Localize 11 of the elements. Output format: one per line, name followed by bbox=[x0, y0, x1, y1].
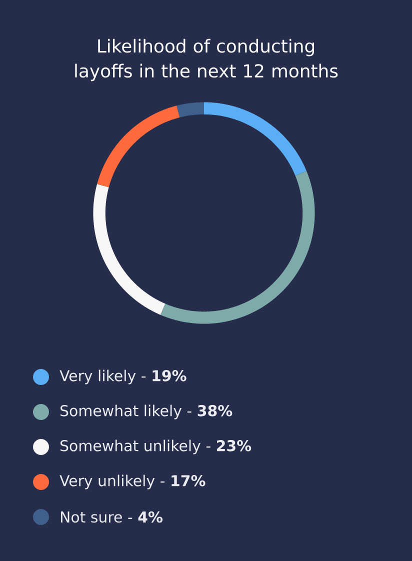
data-label: 4% bbox=[138, 511, 163, 523]
legend-label: Somewhat likely - bbox=[60, 404, 192, 420]
chart-title: Likelihood of conducting layoffs in the next 12 months bbox=[75, 38, 338, 82]
data-label: 17% bbox=[172, 475, 206, 486]
legend-label: Not sure - bbox=[60, 512, 132, 523]
data-label: 38% bbox=[198, 405, 232, 416]
data-label: 19% bbox=[152, 370, 186, 382]
data-label: 23% bbox=[217, 440, 252, 452]
legend-label: Somewhat unlikely - bbox=[60, 440, 210, 454]
legend-label: Very likely - bbox=[60, 370, 146, 384]
legend-label: Very unlikely - bbox=[60, 474, 164, 490]
